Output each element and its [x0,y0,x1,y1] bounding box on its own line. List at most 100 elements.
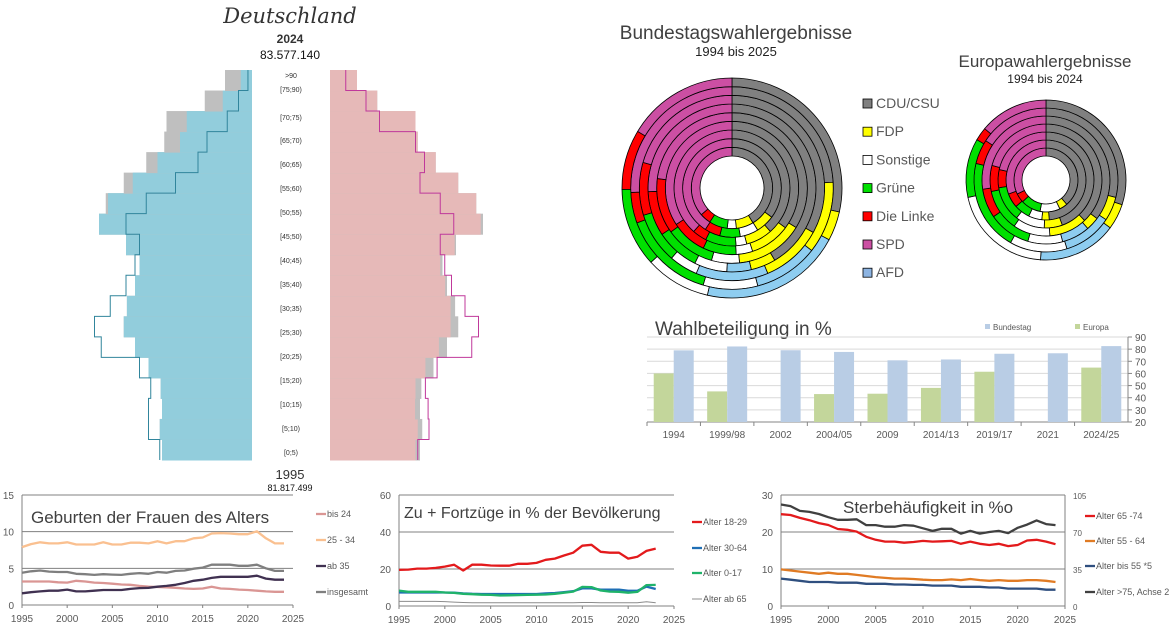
x-tick-label: 2019/17 [976,430,1013,441]
chart-title: Wahlbeteiligung in % [655,319,832,340]
bar-europa-2024/25 [1081,367,1102,422]
legend-label: FDP [876,123,904,139]
male-bar [126,295,252,317]
legend-swatch [862,183,873,194]
legend-label: Die Linke [876,208,935,224]
pyramid-year: 2024 [277,32,304,46]
series-line-alter-ab-65 [399,600,656,604]
europa-subtitle: 1994 bis 2024 [1007,72,1083,86]
legend-label: Sonstige [876,151,931,167]
bar-europa-2009 [867,393,888,422]
legend-label: 25 - 34 [327,535,355,545]
europa-donut [965,99,1127,261]
donut-segment-bundestag-2025 [637,77,733,137]
y-tick-label: 80 [1135,345,1147,356]
bar-bundestag-2021 [1047,353,1068,422]
x-tick-label: 1995 [770,615,793,626]
series-line-alter-65-74 [780,513,1056,548]
y-tick-label: 70 [1135,357,1147,368]
y-tick-label: 15 [3,491,15,502]
female-bar [330,316,451,338]
legend-label: Alter ab 65 [703,594,747,604]
y-tick-label: 60 [380,491,392,502]
age-group-label: [20;25) [280,354,302,361]
pyramid-title: Deutschland [222,4,357,28]
series-line-insgesamt [21,563,284,577]
bar-bundestag-2019/17 [994,353,1015,422]
age-group-label: [25;30) [280,330,302,337]
x-tick-label: 2020 [1007,615,1030,626]
y-tick-label: 30 [1135,406,1147,417]
y2-tick-label: 105 [1073,492,1087,501]
male-bar [108,193,252,215]
x-tick-label: 2015 [192,614,215,625]
age-group-label: [45;50) [280,234,302,241]
bundestag-title: Bundestagswahlergebnisse [620,23,852,44]
donut-segment-europa-1999 [1041,211,1050,221]
female-1995-outline [345,70,479,460]
female-bar [330,172,459,194]
male-bar [162,398,252,420]
male-bar [126,234,252,256]
male-bar [135,336,252,358]
y-tick-label: 20 [380,565,392,576]
donut-segment-bundestag-1998 [719,226,741,238]
legend-label: bis 24 [327,509,351,519]
bar-bundestag-1994 [673,350,694,422]
births-chart: 0 5 10 15 1995 2000 2005 2010 2015 2020 2025 Geburt… [3,491,369,625]
legend-swatch [862,211,873,222]
bundestag-subtitle: 1994 bis 2025 [695,44,777,59]
x-tick-label: 2000 [56,614,79,625]
legend-label: SPD [876,236,905,252]
bar-bundestag-2009 [887,360,908,422]
pyramid-population: 83.577.140 [260,48,320,62]
age-group-label: [40;45) [280,258,302,265]
female-bar [330,357,426,379]
x-tick-label: 2020 [237,614,260,625]
legend-label: insgesamt [327,587,369,597]
male-bar [222,90,252,112]
age-group-label: [60;65) [280,162,302,169]
series-line-alter-18-29 [398,543,656,572]
male-bar [159,418,252,440]
legend-swatch [1075,324,1080,329]
female-bar [330,254,441,276]
y-tick-label: 50 [1135,382,1147,393]
x-tick-label: 2025 [663,615,686,626]
age-group-label: >90 [285,73,297,80]
y-tick-label: 0 [385,602,391,613]
y-tick-label: 10 [3,528,15,539]
age-group-label: [65;70) [280,138,302,145]
female-bar [330,111,416,133]
y-tick-label: 40 [380,528,392,539]
legend-label: Alter 30-64 [703,543,747,553]
female-bar [330,193,477,215]
x-tick-label: 2010 [525,615,548,626]
legend-label: Alter 18-29 [703,517,747,527]
x-tick-label: 2024/25 [1083,430,1120,441]
legend-label: Alter 65 -74 [1096,511,1143,521]
x-tick-label: 2004/05 [816,430,853,441]
y-tick-label: 0 [8,601,14,612]
male-bar [148,357,252,379]
legend-label: CDU/CSU [876,95,940,111]
mortality-chart: 0 10 20 30 0 35 70 105 1995 2000 2005 2010 2015 2020 2… [762,491,1169,626]
female-bar [330,90,378,112]
y2-tick-label: 0 [1073,603,1078,612]
legend-swatch [985,324,990,329]
legend-label: ab 35 [327,561,350,571]
x-tick-label: 2020 [617,615,640,626]
x-tick-label: 1994 [663,430,686,441]
female-bar [330,275,446,297]
y-tick-label: 0 [767,602,773,613]
series-line-alter-55-64 [780,568,1056,584]
bar-bundestag-2024/25 [1101,346,1122,422]
donut-segment-europa-2024 [984,99,1047,135]
male-bar [135,275,252,297]
y2-tick-label: 70 [1073,529,1082,538]
female-bar [330,377,416,399]
bar-bundestag-2004/05 [834,351,855,422]
pyramid-compare-population: 81.817.499 [267,483,312,493]
